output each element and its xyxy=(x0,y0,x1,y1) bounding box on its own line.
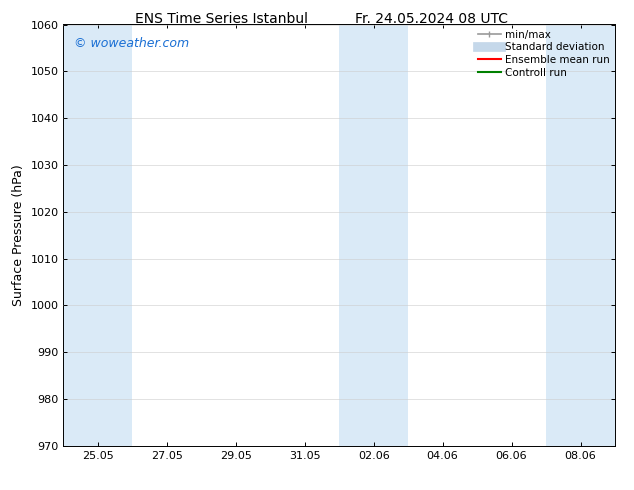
Legend: min/max, Standard deviation, Ensemble mean run, Controll run: min/max, Standard deviation, Ensemble me… xyxy=(478,30,610,77)
Bar xyxy=(339,24,408,446)
Y-axis label: Surface Pressure (hPa): Surface Pressure (hPa) xyxy=(12,164,25,306)
Text: ENS Time Series Istanbul: ENS Time Series Istanbul xyxy=(136,12,308,26)
Text: © woweather.com: © woweather.com xyxy=(74,37,190,50)
Bar xyxy=(546,24,615,446)
Bar xyxy=(63,24,133,446)
Text: Fr. 24.05.2024 08 UTC: Fr. 24.05.2024 08 UTC xyxy=(354,12,508,26)
